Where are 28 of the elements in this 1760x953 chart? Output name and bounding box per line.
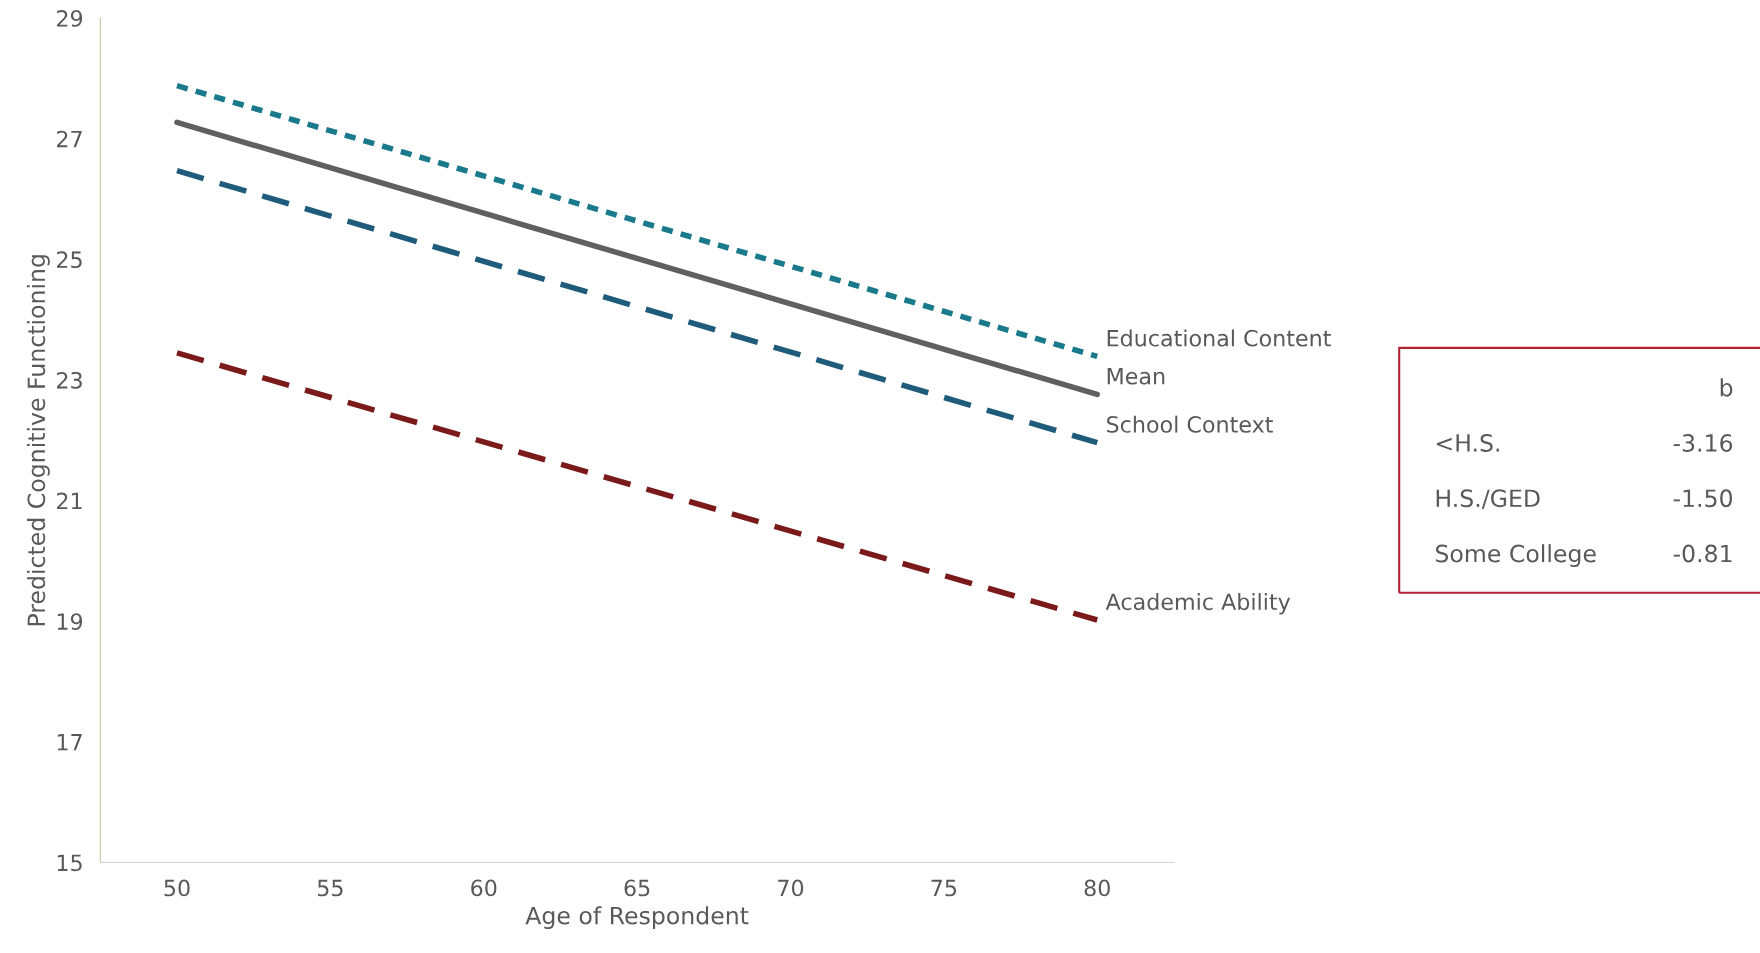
y-tick-label: 15 xyxy=(57,854,82,872)
x-tick-label: 65 xyxy=(624,879,650,897)
text: -3.16 xyxy=(1673,434,1733,452)
text: <H.S. xyxy=(1436,434,1499,452)
text: Some College xyxy=(1435,544,1596,568)
y-tick-label: 23 xyxy=(57,371,82,389)
y-tick-label: 19 xyxy=(57,613,83,630)
series-label: Educational Content xyxy=(1107,329,1331,347)
x-tick-label: 70 xyxy=(778,879,804,897)
y-tick-label: 21 xyxy=(57,492,82,510)
series-label: School Context xyxy=(1107,415,1273,433)
text: H.S./GED xyxy=(1436,489,1540,510)
text: -0.81 xyxy=(1673,544,1732,563)
series-label: Academic Ability xyxy=(1105,592,1291,615)
x-tick-label: 55 xyxy=(317,879,343,897)
x-tick-label: 75 xyxy=(931,879,957,897)
x-tick-label: 60 xyxy=(471,879,497,897)
y-tick-label: 17 xyxy=(57,734,82,751)
text: b xyxy=(1720,378,1733,397)
y-tick-label: 27 xyxy=(57,130,82,148)
text: -1.50 xyxy=(1673,489,1733,508)
y-tick-label: 25 xyxy=(57,251,82,269)
y-axis-title: Predicted Cognitive Functioning xyxy=(26,255,50,626)
x-tick-label: 50 xyxy=(164,879,190,897)
x-tick-label: 80 xyxy=(1084,879,1110,897)
series-label: Mean xyxy=(1107,368,1165,385)
y-tick-label: 29 xyxy=(57,10,83,27)
x-axis-title: Age of Respondent xyxy=(525,906,749,930)
